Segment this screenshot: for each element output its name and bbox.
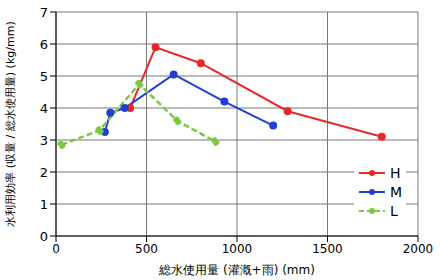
svg-text:0: 0	[40, 229, 48, 244]
svg-text:500: 500	[135, 242, 158, 256]
svg-text:1000: 1000	[222, 242, 253, 256]
svg-text:7: 7	[40, 5, 48, 20]
svg-text:4: 4	[40, 101, 48, 116]
svg-text:総水使用量 (灌漑+雨) (mm): 総水使用量 (灌漑+雨) (mm)	[158, 263, 315, 277]
html-text:M: M	[389, 183, 402, 200]
html-text:H: H	[389, 164, 401, 181]
svg-text:2000: 2000	[403, 242, 434, 256]
svg-text:2: 2	[40, 165, 48, 180]
svg-text:0: 0	[52, 242, 60, 256]
svg-text:6: 6	[40, 37, 48, 52]
svg-text:5: 5	[40, 69, 48, 84]
svg-text:1: 1	[40, 197, 48, 212]
html-text:L: L	[389, 202, 398, 219]
svg-text:水利用効率 (収量 / 総水使用量) (kg/mm): 水利用効率 (収量 / 総水使用量) (kg/mm)	[4, 21, 17, 226]
svg-text:3: 3	[40, 133, 48, 148]
svg-text:1500: 1500	[312, 242, 343, 256]
